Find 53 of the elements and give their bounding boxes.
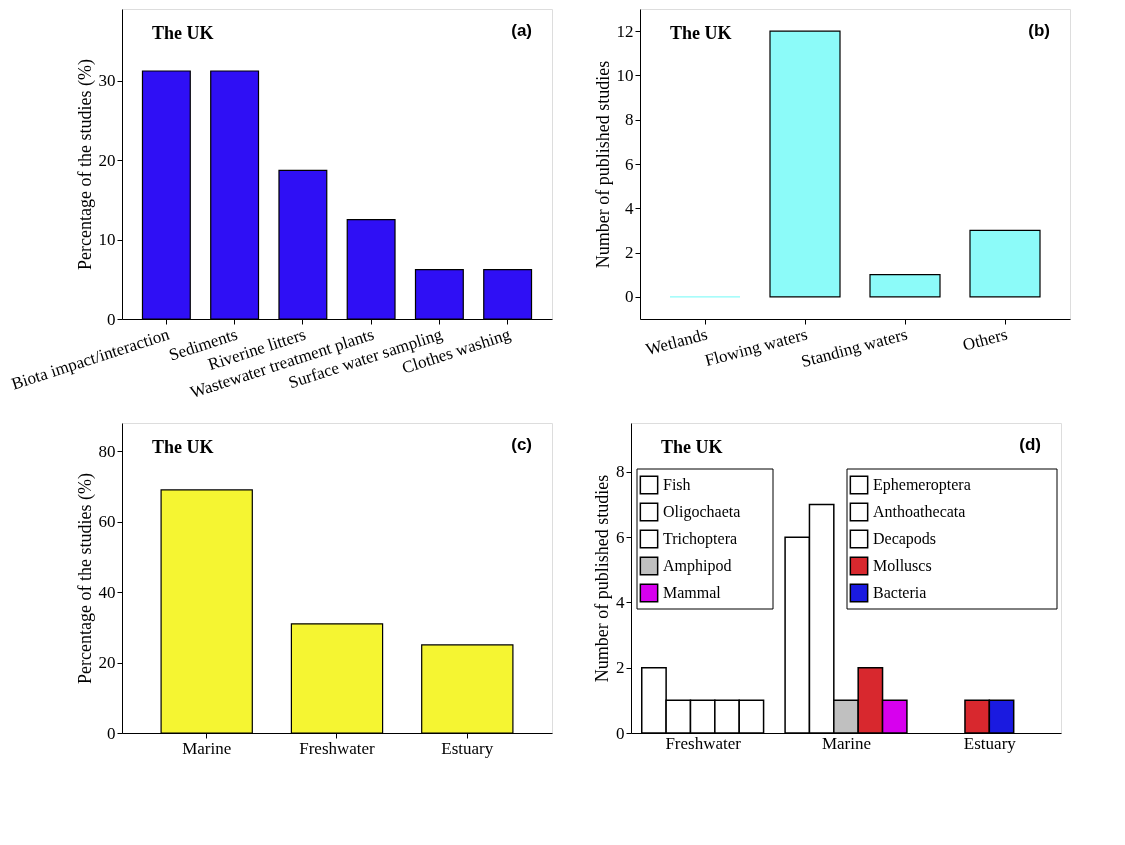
legend-label: Trichoptera	[663, 530, 738, 548]
legend-label: Amphipod	[663, 557, 732, 575]
y-tick-label: 80	[98, 441, 116, 461]
legend-label: Bacteria	[873, 584, 927, 601]
x-tick-label: Estuary	[963, 733, 1017, 753]
y-tick-label: 6	[625, 154, 634, 174]
y-tick-label: 60	[98, 512, 116, 532]
y-tick-label: 12	[616, 21, 634, 41]
annotation: (a)	[511, 21, 532, 40]
y-tick-label: 10	[98, 230, 116, 250]
y-axis-title: Number of published studies	[592, 474, 612, 683]
legend-label: Molluscs	[873, 557, 932, 574]
legend-label: Ephemeroptera	[873, 476, 971, 494]
y-tick-label: 0	[616, 723, 625, 743]
y-tick-label: 2	[625, 243, 634, 263]
annotation: (d)	[1019, 435, 1041, 454]
y-tick-label: 2	[616, 658, 625, 678]
y-tick-label: 30	[98, 71, 116, 91]
y-tick-label: 10	[616, 65, 634, 85]
y-axis-title: Percentage of the studies (%)	[74, 59, 96, 270]
y-tick-label: 0	[107, 723, 116, 743]
y-tick-label: 8	[616, 462, 625, 482]
y-tick-label: 40	[98, 582, 116, 602]
x-tick-label: Others	[960, 324, 1010, 355]
x-tick-label: Freshwater	[665, 733, 742, 753]
y-tick-label: 4	[616, 592, 625, 612]
bar	[769, 30, 841, 298]
legend-label: Anthoathecata	[873, 503, 966, 520]
annotation: The UK	[152, 437, 214, 457]
y-axis-title: Number of published studies	[592, 60, 613, 269]
annotation: The UK	[661, 437, 723, 457]
y-axis-title: Percentage of the studies (%)	[74, 473, 96, 684]
x-tick-label: Marine	[182, 738, 232, 758]
bar	[869, 274, 941, 298]
annotation: (b)	[1028, 21, 1050, 40]
y-tick-label: 8	[625, 110, 634, 130]
y-tick-label: 0	[107, 309, 116, 329]
legend-label: Decapods	[873, 530, 937, 548]
annotation: The UK	[152, 23, 214, 43]
y-tick-label: 20	[98, 150, 116, 170]
y-tick-label: 0	[625, 287, 634, 307]
y-tick-label: 6	[616, 527, 625, 547]
bar	[969, 229, 1041, 298]
x-tick-label: Marine	[821, 733, 872, 753]
x-tick-label: Freshwater	[299, 738, 376, 758]
y-tick-label: 20	[98, 653, 116, 673]
annotation: The UK	[670, 23, 732, 43]
legend-label: Fish	[663, 476, 691, 493]
annotation: (c)	[511, 435, 532, 454]
legend-label: Mammal	[663, 584, 722, 601]
legend-label: Oligochaeta	[663, 503, 741, 521]
y-tick-label: 4	[625, 198, 634, 218]
x-tick-label: Estuary	[441, 738, 494, 758]
